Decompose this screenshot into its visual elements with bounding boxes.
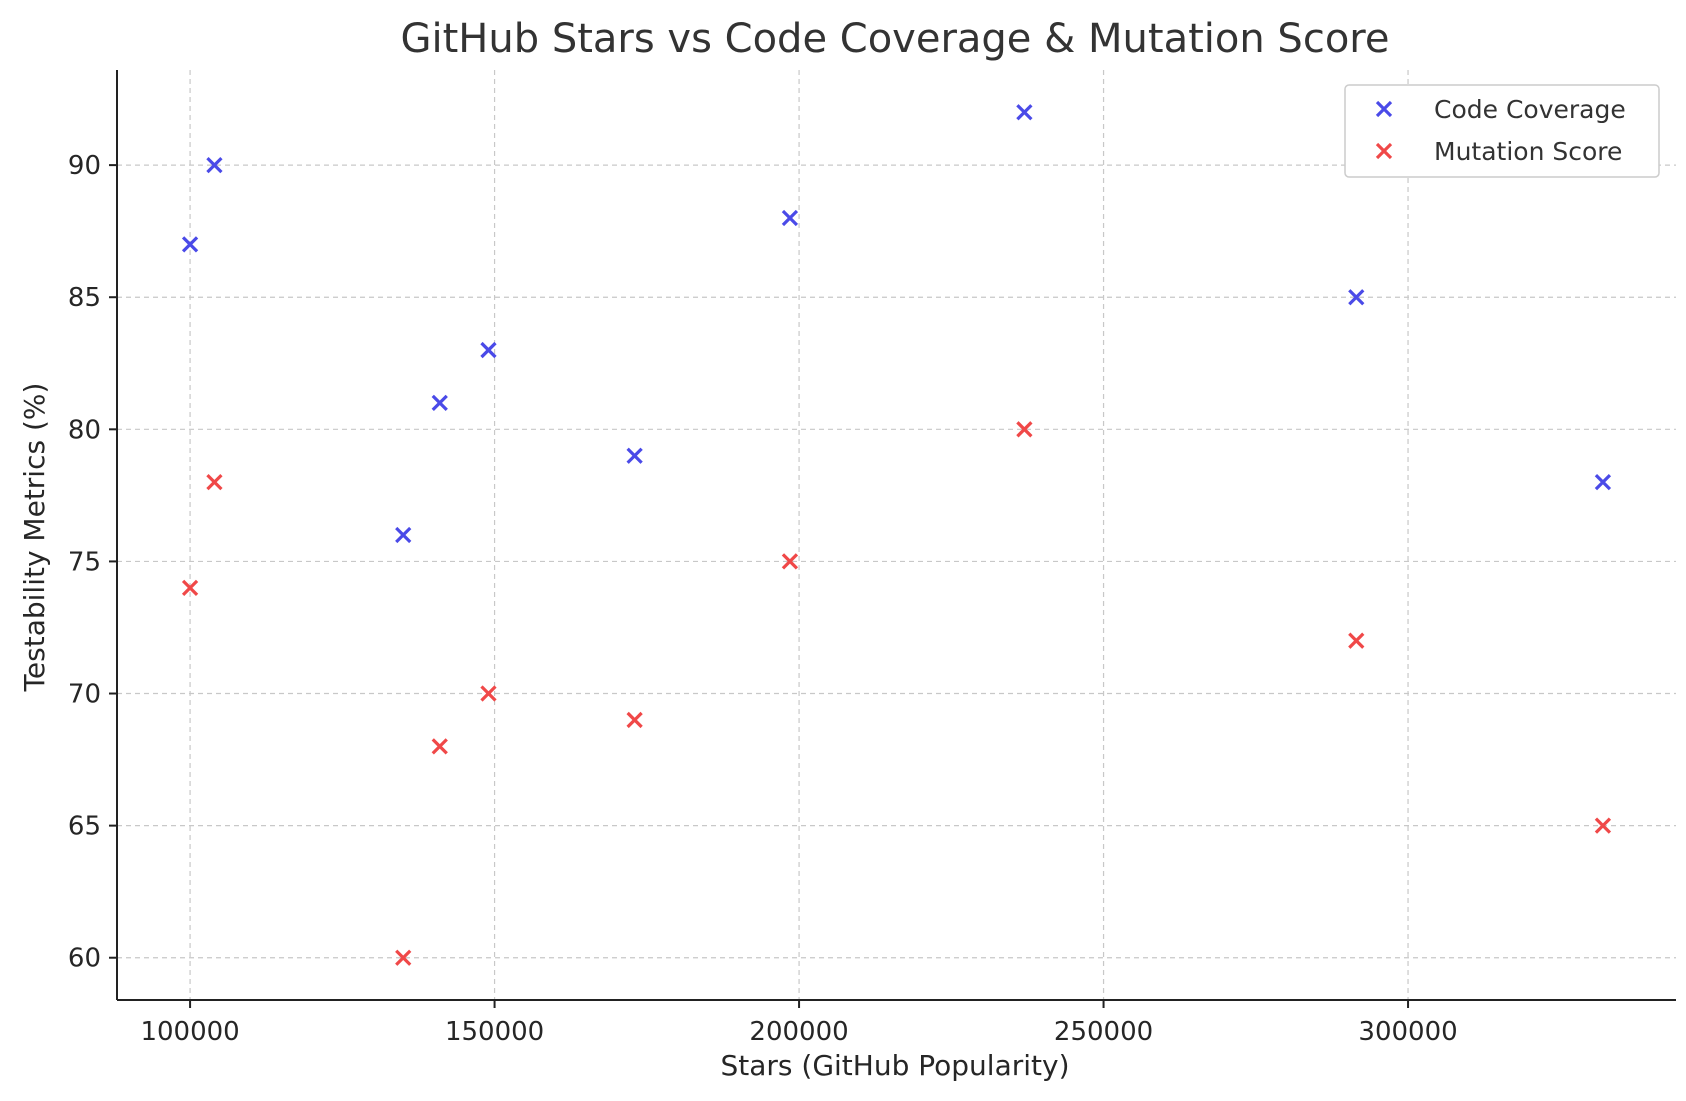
legend-box [1344, 84, 1660, 178]
x-tick-label: 300000 [1358, 1017, 1457, 1047]
axes [109, 70, 1676, 1008]
y-tick-label: 85 [68, 283, 101, 313]
y-tick-label: 65 [68, 812, 101, 842]
mutation-score-point [1016, 421, 1033, 438]
code-coverage-point [626, 447, 643, 464]
legend-marker-code-coverage [1375, 100, 1393, 118]
code-coverage-point [480, 341, 497, 359]
x-tick-label: 200000 [749, 1017, 848, 1047]
mutation-score-point [1348, 632, 1365, 649]
mutation-score-point [181, 579, 199, 596]
mutation-score-point [431, 738, 448, 755]
code-coverage-point [395, 526, 412, 544]
y-tick-label: 90 [68, 151, 101, 181]
mutation-score-point [781, 553, 799, 570]
mutation-score-point [395, 949, 412, 966]
legend-label-code-coverage: Code Coverage [1434, 95, 1626, 124]
y-axis-label: Testability Metrics (%) [18, 383, 51, 693]
code-coverage-point [1016, 104, 1033, 121]
mutation-score-point [1594, 817, 1612, 834]
code-coverage-point [1348, 289, 1365, 306]
x-tick-label: 100000 [140, 1017, 239, 1047]
legend: Code Coverage Mutation Score [1344, 84, 1660, 178]
code-coverage-point [431, 394, 448, 412]
mutation-score-point [626, 711, 643, 729]
x-tick-label: 150000 [445, 1017, 544, 1047]
chart-title: GitHub Stars vs Code Coverage & Mutation… [401, 16, 1390, 62]
code-coverage-point [781, 209, 799, 227]
legend-marker-mutation-score [1375, 142, 1393, 160]
y-tick-label: 70 [68, 680, 101, 710]
code-coverage-point [206, 156, 223, 174]
grid [117, 70, 1676, 1000]
tick-labels: 100000 150000 200000 250000 300000 60 65 70 75 80… [68, 151, 1458, 1047]
y-tick-label: 80 [68, 415, 101, 445]
x-tick-label: 250000 [1054, 1017, 1153, 1047]
y-tick-label: 60 [68, 944, 101, 974]
x-axis-label: Stars (GitHub Popularity) [720, 1049, 1069, 1082]
legend-label-mutation-score: Mutation Score [1434, 137, 1622, 166]
mutation-score-point [480, 685, 497, 702]
code-coverage-point [181, 236, 199, 253]
y-tick-label: 75 [68, 547, 101, 577]
mutation-score-point [206, 474, 223, 491]
code-coverage-point [1594, 474, 1612, 491]
data-points [181, 104, 1612, 966]
